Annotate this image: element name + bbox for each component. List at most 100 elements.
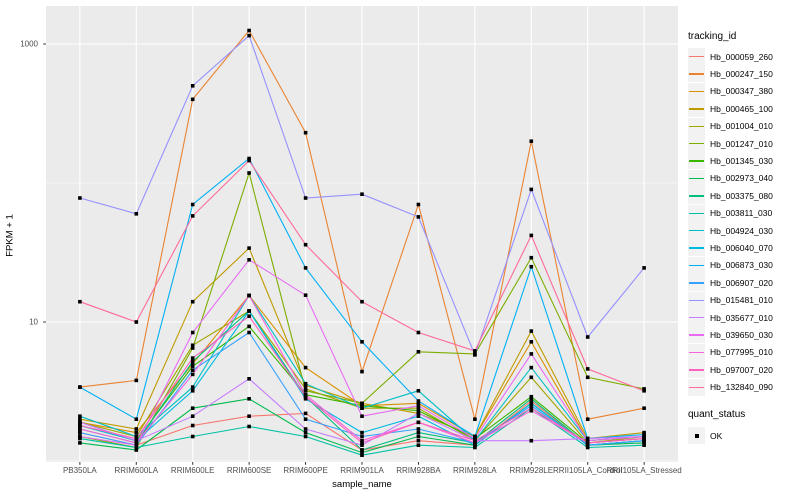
legend-line-sample xyxy=(689,386,704,388)
x-axis-title: sample_name xyxy=(332,479,392,490)
data-point xyxy=(529,401,534,406)
data-point xyxy=(416,430,421,435)
data-point xyxy=(529,399,534,403)
data-point xyxy=(247,158,251,163)
data-point xyxy=(190,362,195,366)
legend-color-key xyxy=(688,309,705,326)
data-point xyxy=(190,299,195,304)
y-tick-label: 10 xyxy=(29,317,38,327)
data-point xyxy=(473,349,477,353)
data-point xyxy=(529,255,534,260)
legend-item-label: Hb_006907_020 xyxy=(710,277,773,288)
data-point xyxy=(360,340,364,344)
data-point xyxy=(303,411,308,416)
data-point xyxy=(190,389,195,393)
data-point xyxy=(247,397,251,401)
legend-line-sample xyxy=(689,334,704,336)
data-point xyxy=(416,408,421,413)
data-point xyxy=(416,350,421,354)
data-point xyxy=(529,352,534,356)
legend-color-key xyxy=(688,256,705,274)
data-point xyxy=(529,233,534,238)
data-point xyxy=(642,389,646,393)
data-point xyxy=(134,434,139,439)
legend-color-key xyxy=(688,152,705,170)
data-point xyxy=(529,403,534,408)
data-point xyxy=(642,406,646,410)
x-tick-label: PB350LA xyxy=(62,466,97,475)
data-point xyxy=(247,246,251,250)
data-point xyxy=(360,403,364,408)
data-point xyxy=(585,438,590,443)
data-point xyxy=(134,448,139,452)
data-point xyxy=(247,293,251,298)
legend-item-label: Hb_015481_010 xyxy=(710,295,773,306)
data-point xyxy=(529,397,534,401)
data-point xyxy=(360,443,364,447)
data-point xyxy=(585,367,590,371)
data-point xyxy=(303,389,308,393)
legend-line-sample xyxy=(689,56,704,58)
legend-item: Hb_077995_010 xyxy=(686,343,800,361)
data-point xyxy=(78,427,82,431)
data-point xyxy=(78,436,82,441)
legend-item-label: Hb_039650_030 xyxy=(710,329,773,340)
data-point xyxy=(360,414,364,418)
data-point xyxy=(247,324,251,329)
data-point xyxy=(416,389,421,393)
data-point xyxy=(473,436,477,441)
data-point xyxy=(247,258,251,262)
data-point xyxy=(303,394,308,399)
data-point xyxy=(416,414,421,418)
black-square-point-icon xyxy=(694,433,699,438)
data-point xyxy=(473,443,477,447)
data-point xyxy=(416,215,421,219)
data-point xyxy=(78,420,82,425)
data-point xyxy=(190,414,195,418)
data-point xyxy=(78,417,82,421)
data-point xyxy=(473,438,477,443)
legend-item-label: Hb_000059_260 xyxy=(710,51,773,62)
data-point xyxy=(642,434,646,439)
data-point xyxy=(360,434,364,439)
data-point xyxy=(78,441,82,445)
legend-item: Hb_006040_070 xyxy=(686,239,800,257)
data-point xyxy=(416,427,421,431)
data-point xyxy=(360,441,364,445)
data-point xyxy=(360,369,364,374)
data-point xyxy=(416,401,421,406)
data-point xyxy=(416,330,421,335)
data-point xyxy=(247,309,251,313)
data-point xyxy=(529,139,534,143)
legend-item: Hb_000247_150 xyxy=(686,65,800,83)
legend-item-label: Hb_035677_010 xyxy=(710,312,773,323)
legend-item-label: OK xyxy=(710,430,723,441)
legend-line-sample xyxy=(689,90,704,93)
x-tick-label: RRIM928LE xyxy=(509,466,554,475)
legend-item: Hb_000347_380 xyxy=(686,82,800,100)
data-point xyxy=(360,438,364,443)
legend-color-key xyxy=(688,169,705,187)
data-point xyxy=(642,436,646,441)
data-point xyxy=(247,424,251,429)
data-point xyxy=(190,214,195,218)
legend-item-label: Hb_006873_030 xyxy=(710,260,773,271)
data-point xyxy=(134,427,139,431)
y-tick-label: 1000 xyxy=(20,39,38,49)
legend-item-label: Hb_001247_010 xyxy=(710,138,773,149)
legend-item-label: Hb_003811_030 xyxy=(710,208,773,219)
data-point xyxy=(360,453,364,457)
legend-item-label: Hb_001345_030 xyxy=(710,155,773,166)
data-point xyxy=(529,264,534,269)
data-point xyxy=(473,434,477,439)
data-point xyxy=(134,320,139,324)
legend-title-tracking-id: tracking_id xyxy=(688,31,737,42)
legend-item: Hb_004924_030 xyxy=(686,222,800,239)
data-point xyxy=(134,445,139,450)
x-tick-label: RRIM600LA xyxy=(114,466,159,475)
legend-item-label: Hb_097007_020 xyxy=(710,364,773,375)
data-point xyxy=(190,359,195,364)
data-point xyxy=(78,196,82,200)
data-point xyxy=(473,441,477,445)
data-point xyxy=(247,330,251,335)
